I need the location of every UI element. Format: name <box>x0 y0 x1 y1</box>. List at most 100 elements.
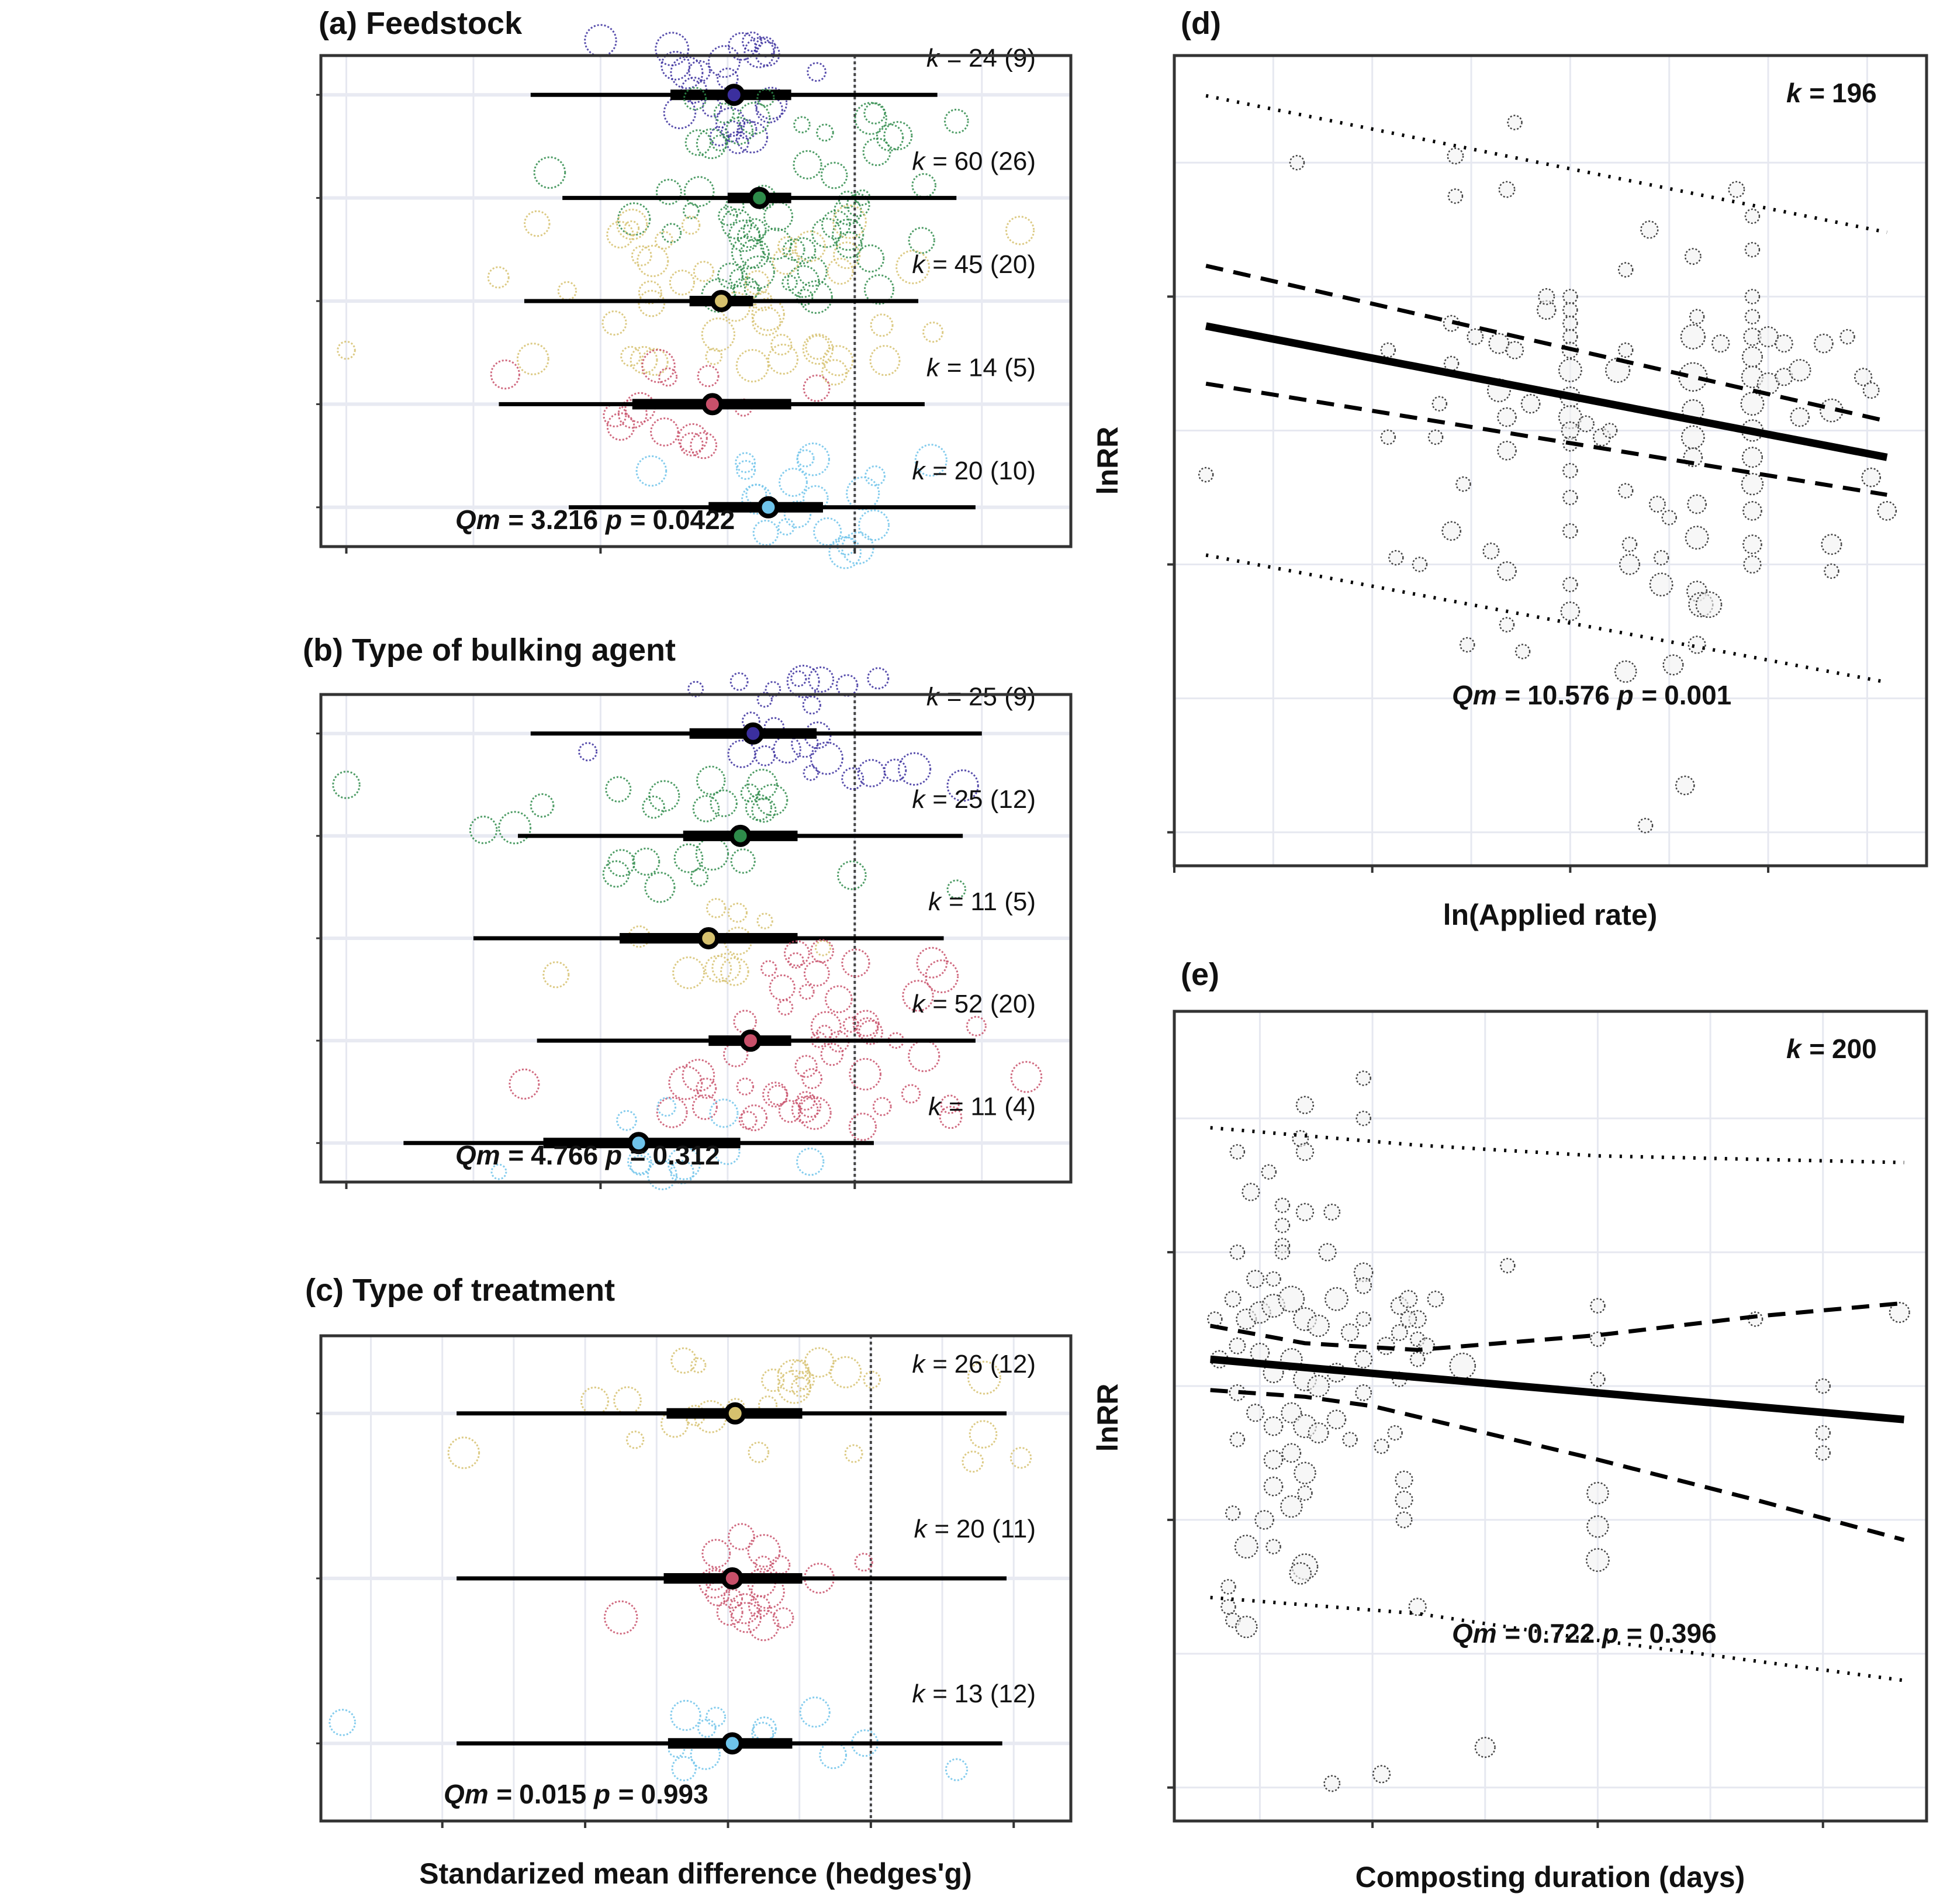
k-symbol: k = <box>914 1515 956 1543</box>
effect-size-point <box>709 126 730 147</box>
data-point <box>1207 1311 1223 1327</box>
effect-size-point <box>720 957 749 986</box>
effect-size-point <box>755 87 788 120</box>
plot-frame <box>319 54 1073 548</box>
effect-size-point <box>721 208 752 240</box>
data-point <box>1274 1218 1291 1233</box>
effect-size-point <box>833 196 862 226</box>
effect-size-point <box>737 102 771 135</box>
panel-c: (c) Type of treatment k = 26 (12) k = 20 … <box>305 1273 1073 1890</box>
effect-size-point <box>846 476 880 511</box>
effect-size-point <box>641 348 676 383</box>
panel-a: (a) Feedstock k = 24 (9)k = 60 (26)k = 4… <box>316 6 1073 569</box>
data-point <box>1689 309 1705 324</box>
effect-size-point <box>967 1360 1001 1395</box>
data-point <box>1449 1352 1476 1380</box>
data-point <box>1318 1243 1337 1262</box>
effect-size-point <box>939 1105 963 1129</box>
qm-value: 10.576 <box>1527 680 1610 710</box>
effect-size-point <box>735 121 769 154</box>
data-point <box>1497 440 1517 461</box>
p-value: 0.0422 <box>653 504 735 535</box>
data-point <box>1323 1203 1341 1221</box>
effect-size-point <box>762 1081 789 1108</box>
study-count: (9) <box>997 44 1036 72</box>
effect-size-point <box>810 939 834 963</box>
data-point <box>1562 462 1578 479</box>
effect-size-point <box>751 1722 774 1745</box>
effect-size-point <box>782 238 805 261</box>
effect-size-point <box>727 32 756 61</box>
plot-frame <box>1173 54 1928 868</box>
panel-a-title: (a) Feedstock <box>319 6 523 41</box>
data-point <box>1500 1257 1516 1274</box>
effect-size-point <box>603 403 627 428</box>
confidence-band-lower <box>1205 381 1887 497</box>
data-point <box>1380 342 1396 358</box>
effect-size-point <box>648 780 680 812</box>
data-point <box>1224 1290 1242 1308</box>
effect-size-point <box>796 288 814 306</box>
plot-background <box>1174 56 1927 866</box>
effect-size-point <box>777 1359 811 1393</box>
data-point <box>1743 327 1762 346</box>
effect-size-point <box>844 1444 863 1463</box>
effect-size-point <box>706 898 727 918</box>
effect-size-point <box>745 794 773 821</box>
effect-size-point <box>794 230 826 262</box>
effect-size-point <box>509 1068 540 1100</box>
data-point <box>1372 1765 1391 1784</box>
data-point <box>1355 1070 1371 1086</box>
effect-size-point <box>858 509 890 541</box>
data-point <box>1408 1598 1427 1616</box>
effect-size-point <box>865 465 886 487</box>
effect-size-point <box>786 665 820 699</box>
effect-size-point <box>697 1718 717 1738</box>
effect-size-point <box>848 1112 877 1141</box>
data-point <box>1561 421 1580 440</box>
confidence-band-lower <box>1210 1388 1905 1542</box>
effect-size-point <box>721 120 743 143</box>
k-value: 26 <box>955 1350 983 1378</box>
data-point <box>1648 496 1666 513</box>
effect-size-point <box>869 345 901 376</box>
effect-size-point <box>692 795 720 823</box>
effect-size-point <box>654 230 673 250</box>
effect-size-point <box>758 1395 778 1415</box>
effect-size-point <box>691 1094 718 1120</box>
k-value: 14 <box>969 353 997 382</box>
data-point <box>1617 262 1634 278</box>
regression-line <box>1205 322 1888 461</box>
effect-size-point <box>655 32 690 67</box>
effect-size-point <box>943 108 969 134</box>
effect-size-point <box>683 202 700 220</box>
data-point <box>1443 355 1460 372</box>
effect-size-point <box>925 959 959 994</box>
data-point <box>1395 1511 1413 1529</box>
study-count: (12) <box>983 1680 1036 1708</box>
effect-size-point <box>756 88 775 107</box>
k-value: 196 <box>1832 78 1877 108</box>
effect-size-point <box>728 1523 755 1550</box>
effect-size-point <box>638 280 662 305</box>
effect-size-point <box>771 1555 791 1575</box>
data-point <box>1427 429 1444 445</box>
data-point <box>1289 1562 1312 1585</box>
effect-size-point <box>490 1163 507 1180</box>
data-point <box>1685 526 1709 550</box>
effect-size-point <box>718 206 738 226</box>
data-point <box>1728 181 1745 198</box>
effect-size-point <box>673 843 704 873</box>
effect-size-point <box>796 442 830 476</box>
data-point <box>1400 1311 1417 1328</box>
effect-size-point <box>606 412 635 441</box>
p-value: 0.993 <box>641 1779 708 1809</box>
data-point <box>1815 1425 1831 1441</box>
study-count: (12) <box>983 1350 1036 1378</box>
data-point <box>1747 1311 1763 1327</box>
effect-size-point <box>328 1709 356 1736</box>
effect-size-point <box>748 1609 780 1642</box>
k-label: k = 11 (4) <box>928 1092 1036 1121</box>
data-point <box>1649 572 1673 597</box>
k-value: 25 <box>955 785 983 814</box>
